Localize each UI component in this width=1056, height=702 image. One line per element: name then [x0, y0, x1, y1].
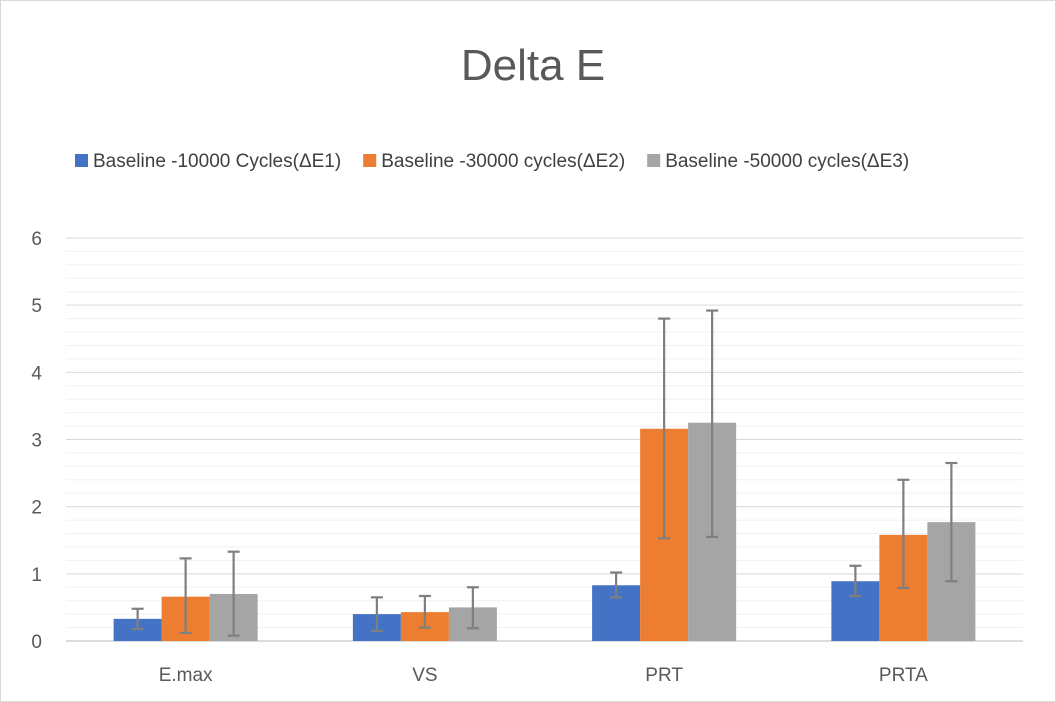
error-bar — [897, 478, 910, 590]
legend-swatch — [75, 154, 88, 167]
x-tick-label: E.max — [159, 665, 213, 686]
error-bar — [945, 461, 958, 583]
error-bars — [131, 309, 958, 637]
legend-label: Baseline -50000 cycles(ΔE3) — [665, 151, 909, 172]
y-tick-label: 3 — [31, 431, 42, 452]
error-bar — [610, 571, 623, 599]
legend-item-3: Baseline -50000 cycles(ΔE3) — [647, 151, 909, 172]
x-tick-label: PRT — [645, 665, 683, 686]
legend-item-1: Baseline -10000 Cycles(ΔE1) — [75, 151, 341, 172]
error-bar — [706, 309, 719, 538]
y-tick-label: 6 — [31, 229, 42, 250]
bars — [113, 422, 976, 641]
y-tick-label: 2 — [31, 498, 42, 519]
error-bar — [227, 550, 240, 637]
x-axis: E.max VS PRT PRTA — [159, 665, 928, 686]
x-tick-label: VS — [412, 665, 437, 686]
error-bar — [658, 317, 671, 540]
y-tick-label: 0 — [31, 632, 42, 653]
y-axis: 0 1 2 3 4 5 6 — [31, 229, 42, 653]
x-tick-label: PRTA — [879, 665, 928, 686]
error-bar — [179, 557, 192, 635]
error-bar — [418, 594, 431, 629]
error-bar — [466, 586, 479, 630]
error-bar — [370, 596, 383, 633]
y-tick-label: 5 — [31, 296, 42, 317]
legend: Baseline -10000 Cycles(ΔE1) Baseline -300… — [75, 151, 909, 172]
legend-swatch — [647, 154, 661, 167]
y-tick-label: 4 — [31, 363, 42, 384]
error-bar — [131, 607, 144, 631]
y-tick-label: 1 — [31, 565, 42, 586]
legend-label: Baseline -10000 Cycles(ΔE1) — [93, 151, 341, 172]
error-bar — [849, 564, 862, 598]
legend-item-2: Baseline -30000 cycles(ΔE2) — [363, 151, 625, 172]
legend-swatch — [363, 154, 377, 167]
chart-title: Delta E — [461, 41, 605, 90]
legend-label: Baseline -30000 cycles(ΔE2) — [381, 151, 625, 172]
